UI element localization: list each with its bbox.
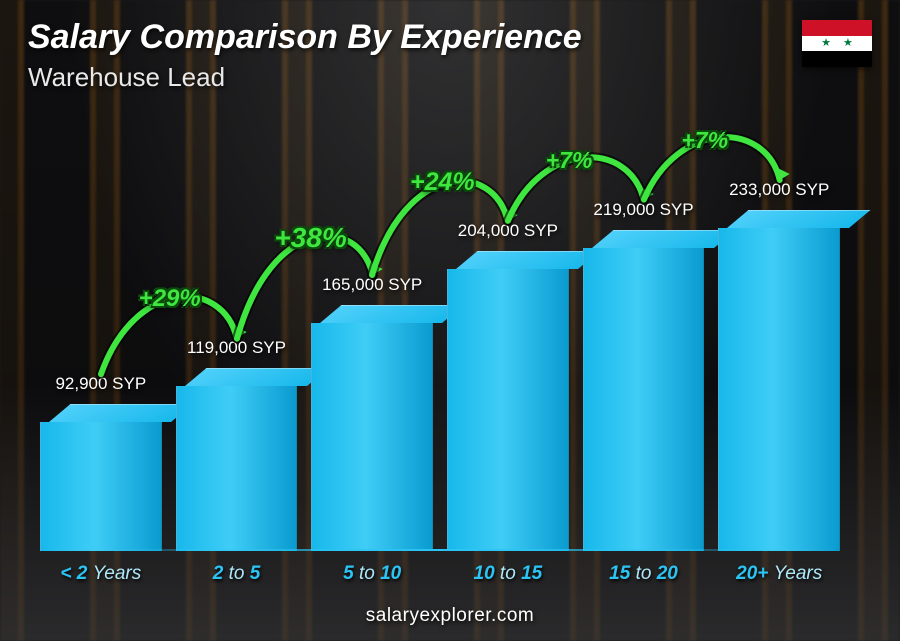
bar-category-label: 2 to 5 <box>176 563 298 585</box>
growth-label: +7% <box>546 147 593 174</box>
chart-container: Salary Comparison By Experience Warehous… <box>0 0 900 641</box>
bar-category-label: < 2 Years <box>40 563 162 585</box>
chart-subtitle: Warehouse Lead <box>28 62 225 93</box>
flag-stripe-red <box>802 20 872 36</box>
growth-label: +38% <box>274 222 346 254</box>
flag-stripe-black <box>802 51 872 67</box>
flag-stripe-white: ★ ★ <box>802 36 872 52</box>
bar-front-face <box>176 386 298 551</box>
country-flag: ★ ★ <box>802 20 872 67</box>
growth-label: +24% <box>410 168 475 197</box>
bar-top-face <box>49 404 192 422</box>
bar-front-face <box>447 269 569 551</box>
bar-category-label: 15 to 20 <box>583 563 705 585</box>
bar-category-label: 20+ Years <box>718 563 840 585</box>
bar-body <box>40 404 162 551</box>
bar-body <box>718 210 840 551</box>
bar-body <box>583 230 705 551</box>
chart-title: Salary Comparison By Experience <box>28 18 582 57</box>
flag-star-icon: ★ <box>843 38 853 49</box>
bar: 219,000 SYP15 to 20 <box>583 200 705 551</box>
flag-star-icon: ★ <box>821 38 831 49</box>
bar-chart: 92,900 SYP< 2 Years119,000 SYP2 to 5165,… <box>40 111 840 551</box>
bar-front-face <box>40 422 162 551</box>
bar-front-face <box>718 228 840 551</box>
growth-label: +7% <box>681 127 728 154</box>
bar: 233,000 SYP20+ Years <box>718 180 840 551</box>
bar-category-label: 5 to 10 <box>311 563 433 585</box>
bar-front-face <box>583 248 705 551</box>
footer-attribution: salaryexplorer.com <box>0 605 900 627</box>
growth-label: +29% <box>139 285 201 313</box>
bar-category-label: 10 to 15 <box>447 563 569 585</box>
chart-baseline <box>40 549 840 551</box>
